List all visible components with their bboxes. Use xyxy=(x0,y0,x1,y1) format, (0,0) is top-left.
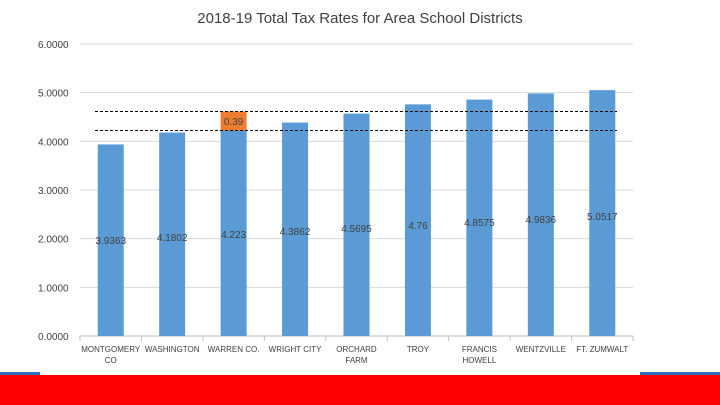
y-tick-label: 3.0000 xyxy=(38,186,69,197)
x-category-label: FARM xyxy=(345,356,368,365)
footer-bar xyxy=(0,375,720,405)
x-category-label: WRIGHT CITY xyxy=(269,345,322,354)
bar xyxy=(97,144,124,336)
bar xyxy=(159,132,186,336)
data-label: 3.9363 xyxy=(95,236,126,247)
bar xyxy=(343,113,370,336)
data-label: 4.9836 xyxy=(526,215,557,226)
chart-title: 2018-19 Total Tax Rates for Area School … xyxy=(197,10,523,27)
x-category-label: FRANCIS xyxy=(462,345,497,354)
data-label: 4.1802 xyxy=(157,233,188,244)
stacked-segment xyxy=(220,111,247,131)
data-label: 4.76 xyxy=(408,221,428,232)
x-category-label: WENTZVILLE xyxy=(516,345,566,354)
bar xyxy=(527,93,554,336)
x-category-label: HOWELL xyxy=(462,356,496,365)
data-label: 4.5695 xyxy=(341,224,372,235)
y-tick-label: 0.0000 xyxy=(38,332,69,343)
y-tick-label: 2.0000 xyxy=(38,235,69,246)
y-tick-label: 6.0000 xyxy=(38,40,69,51)
data-label: 5.0517 xyxy=(587,212,618,223)
x-category-label: CO xyxy=(105,356,117,365)
x-category-label: FT. ZUMWALT xyxy=(576,345,628,354)
bar xyxy=(220,130,247,336)
x-category-label: MONTGOMERY xyxy=(81,345,141,354)
x-category-label: TROY xyxy=(407,345,430,354)
bar xyxy=(466,99,493,336)
y-tick-label: 5.0000 xyxy=(38,89,69,100)
footer-accent-left xyxy=(0,372,40,376)
bar xyxy=(589,90,616,336)
bar xyxy=(282,122,309,336)
segment-label: 0.39 xyxy=(224,117,244,128)
data-label: 4.8575 xyxy=(464,218,495,229)
footer-accent-right xyxy=(640,372,720,376)
x-category-label: WARREN CO. xyxy=(208,345,260,354)
data-label: 4.3862 xyxy=(280,227,311,238)
data-label: 4.223 xyxy=(221,230,246,241)
y-tick-label: 4.0000 xyxy=(38,137,69,148)
y-tick-label: 1.0000 xyxy=(38,283,69,294)
x-category-label: WASHINGTON xyxy=(145,345,200,354)
bar xyxy=(404,104,431,336)
x-category-label: ORCHARD xyxy=(336,345,377,354)
